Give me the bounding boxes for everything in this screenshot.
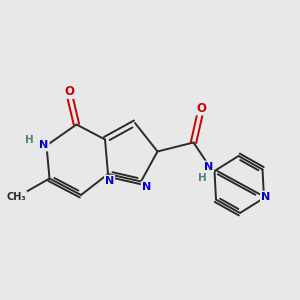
Text: CH₃: CH₃ [7,191,26,202]
Text: O: O [64,85,74,98]
Text: H: H [25,135,34,145]
Text: N: N [105,176,114,186]
Text: O: O [196,101,207,115]
Text: H: H [198,173,207,183]
Text: N: N [142,182,151,192]
Text: N: N [204,161,213,172]
Text: N: N [261,191,270,202]
Text: N: N [40,140,49,151]
